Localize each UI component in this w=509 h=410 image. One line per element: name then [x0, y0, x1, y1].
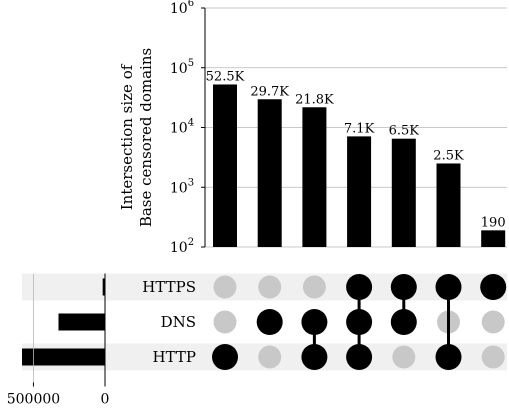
intersection-bar [481, 230, 506, 247]
y-tick-exponent: 6 [188, 0, 194, 9]
y-tick-base: 10 [170, 1, 188, 17]
membership-matrix [212, 274, 507, 370]
intersection-bar [391, 138, 416, 247]
matrix-dot-inactive [213, 310, 237, 334]
matrix-dot-active [256, 309, 283, 335]
y-tick-label: 103 [170, 177, 194, 196]
set-size-bars [22, 278, 105, 366]
matrix-dot-active [390, 309, 417, 335]
y-tick-base: 10 [170, 61, 188, 77]
y-tick-base: 10 [170, 240, 188, 256]
matrix-dot-inactive [213, 275, 237, 299]
matrix-dot-active [346, 344, 373, 370]
intersection-bar [257, 99, 282, 247]
matrix-dot-inactive [258, 275, 282, 299]
intersection-bar [347, 136, 372, 247]
intersection-bars [213, 84, 506, 247]
intersection-bar-label: 52.5K [206, 69, 245, 84]
matrix-dot-inactive [302, 275, 326, 299]
matrix-dot-active [480, 274, 507, 300]
set-size-axis: 500000 0 [7, 273, 110, 408]
intersection-bar-label: 7.1K [344, 121, 375, 136]
matrix-dot-active [346, 309, 373, 335]
matrix-dot-inactive [258, 345, 282, 369]
y-tick-base: 10 [170, 121, 188, 137]
intersection-bar [436, 163, 461, 247]
matrix-dot-active [301, 309, 328, 335]
intersection-bar [302, 107, 327, 247]
matrix-dot-active [435, 344, 462, 370]
intersection-bar-label: 29.7K [250, 84, 289, 99]
set-size-bar-dns [58, 313, 105, 331]
intersection-bar-label: 190 [481, 215, 506, 230]
matrix-dot-active [301, 344, 328, 370]
set-labels: HTTPS DNS HTTP [142, 278, 196, 366]
y-tick-label: 102 [170, 237, 194, 256]
y-tick-exponent: 3 [188, 177, 194, 188]
y-tick-label: 106 [170, 0, 194, 17]
matrix-dot-inactive [481, 310, 505, 334]
y-tick-label: 104 [170, 118, 194, 137]
intersection-bar-label: 6.5K [389, 124, 420, 139]
intersection-bar-label: 2.5K [433, 148, 464, 163]
set-size-bar-https [102, 278, 105, 296]
set-label-http: HTTP [153, 348, 196, 366]
matrix-dot-active [390, 274, 417, 300]
set-size-bar-http [22, 348, 105, 366]
set-size-tick-label: 0 [101, 392, 110, 408]
set-label-https: HTTPS [142, 278, 196, 296]
intersection-bar-labels: 52.5K 29.7K 21.8K 7.1K 6.5K 2.5K 190 [206, 69, 506, 230]
matrix-dot-active [212, 344, 238, 370]
y-tick-exponent: 5 [188, 58, 194, 69]
matrix-dot-inactive [392, 345, 416, 369]
matrix-dot-active [435, 274, 462, 300]
y-tick-base: 10 [170, 180, 188, 196]
y-axis-title-line-2: Base censored domains [137, 48, 155, 227]
y-tick-label: 105 [170, 58, 194, 77]
set-size-tick-label: 500000 [7, 392, 60, 408]
matrix-dot-inactive [481, 345, 505, 369]
intersection-bar [213, 84, 237, 247]
set-label-dns: DNS [161, 313, 196, 331]
y-tick-exponent: 4 [188, 118, 194, 129]
y-tick-exponent: 2 [188, 237, 194, 248]
matrix-dot-active [346, 274, 373, 300]
y-axis-title-line-1: Intersection size of [118, 63, 136, 210]
intersection-bar-label: 21.8K [295, 92, 334, 107]
